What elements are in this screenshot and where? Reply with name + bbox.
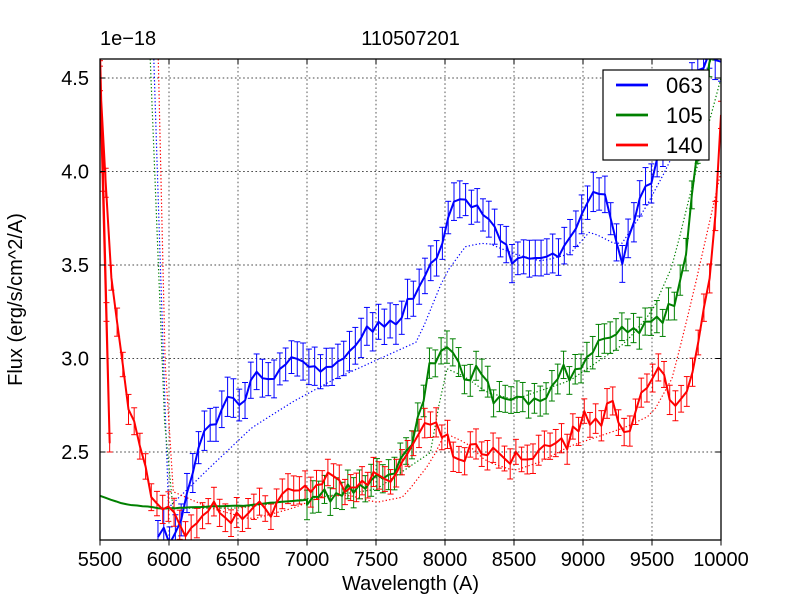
svg-text:8000: 8000 — [423, 549, 468, 571]
svg-text:9000: 9000 — [561, 549, 606, 571]
svg-text:9500: 9500 — [630, 549, 675, 571]
svg-text:3.5: 3.5 — [61, 255, 89, 277]
svg-text:1e−18: 1e−18 — [100, 28, 156, 50]
svg-text:10000: 10000 — [693, 549, 749, 571]
svg-text:3.0: 3.0 — [61, 349, 89, 371]
svg-text:4.0: 4.0 — [61, 162, 89, 184]
svg-text:Wavelength (A): Wavelength (A) — [342, 573, 479, 595]
svg-text:105: 105 — [666, 103, 703, 128]
svg-text:2.5: 2.5 — [61, 442, 89, 464]
svg-text:8500: 8500 — [492, 549, 537, 571]
svg-text:Flux (erg/s/cm^2/A): Flux (erg/s/cm^2/A) — [5, 213, 27, 386]
svg-text:110507201: 110507201 — [361, 28, 460, 50]
svg-text:7000: 7000 — [285, 549, 330, 571]
svg-text:5500: 5500 — [78, 549, 123, 571]
svg-text:4.5: 4.5 — [61, 68, 89, 90]
svg-text:140: 140 — [666, 133, 703, 158]
svg-text:6500: 6500 — [216, 549, 261, 571]
svg-text:7500: 7500 — [354, 549, 399, 571]
svg-text:063: 063 — [666, 73, 703, 98]
svg-text:6000: 6000 — [147, 549, 192, 571]
